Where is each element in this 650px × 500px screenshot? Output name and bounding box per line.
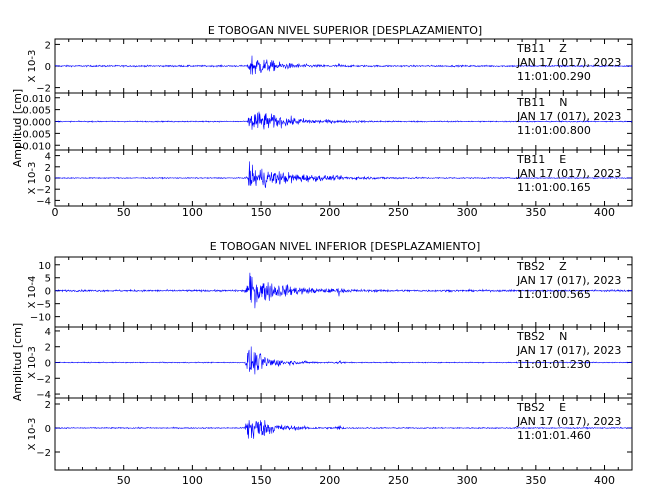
x-tick-label: 150 xyxy=(251,474,272,487)
x-tick-label: 250 xyxy=(388,206,409,219)
y-tick-label: 4 xyxy=(45,327,51,338)
y-tick-label: −4 xyxy=(36,390,51,401)
component-code: Z xyxy=(559,42,567,55)
y-tick-label: −0.005 xyxy=(14,129,51,140)
x-tick-label: 400 xyxy=(594,206,615,219)
station-label: TBS2 Z xyxy=(516,260,567,273)
y-tick-label: 0 xyxy=(45,424,51,435)
y-tick-label: 0.000 xyxy=(22,118,51,129)
date-label: JAN 17 (017), 2023 xyxy=(516,415,621,428)
station-code: TBS2 xyxy=(516,401,545,414)
y-tick-label: 0 xyxy=(45,174,51,185)
component-code: E xyxy=(559,153,566,166)
y-axis-label: Amplitud [cm] xyxy=(11,89,24,167)
y-tick-label: −0.010 xyxy=(14,141,51,152)
x-tick-label: 100 xyxy=(182,474,203,487)
y-tick-label: −4 xyxy=(36,196,51,207)
station-code: TBS2 xyxy=(516,260,545,273)
y-tick-label: 0 xyxy=(45,359,51,370)
y-tick-label: −2 xyxy=(36,374,51,385)
component-code: N xyxy=(559,96,567,109)
component-code: N xyxy=(559,330,567,343)
component-code: Z xyxy=(559,260,567,273)
date-label: JAN 17 (017), 2023 xyxy=(516,167,621,180)
station-code: TB11 xyxy=(516,153,545,166)
y-axis-label: Amplitud [cm] xyxy=(11,323,24,401)
date-label: JAN 17 (017), 2023 xyxy=(516,56,621,69)
time-label: 11:01:00.165 xyxy=(517,181,591,194)
date-label: JAN 17 (017), 2023 xyxy=(516,274,621,287)
y-tick-label: −10 xyxy=(30,313,51,324)
y-tick-label: −5 xyxy=(36,300,51,311)
unit-multiplier-label: X 10-3 xyxy=(27,50,38,83)
unit-multiplier-label: X 10-3 xyxy=(27,162,38,195)
chart-title: E TOBOGAN NIVEL SUPERIOR [DESPLAZAMIENTO… xyxy=(208,24,482,37)
station-label: TB11 N xyxy=(516,96,568,109)
station-code: TBS2 xyxy=(516,330,545,343)
time-label: 11:01:00.290 xyxy=(517,70,591,83)
time-label: 11:01:00.800 xyxy=(517,124,591,137)
station-label: TB11 E xyxy=(516,153,566,166)
station-label: TBS2 N xyxy=(516,330,567,343)
station-code: TB11 xyxy=(516,42,545,55)
station-code: TB11 xyxy=(516,96,545,109)
x-tick-label: 100 xyxy=(182,206,203,219)
component-code: E xyxy=(559,401,566,414)
y-tick-label: −2 xyxy=(36,84,51,95)
y-tick-label: −2 xyxy=(36,185,51,196)
x-tick-label: 0 xyxy=(52,206,59,219)
date-label: JAN 17 (017), 2023 xyxy=(516,344,621,357)
x-tick-label: 50 xyxy=(117,206,131,219)
y-tick-label: 0.010 xyxy=(22,94,51,105)
y-tick-label: 0 xyxy=(45,62,51,73)
y-tick-label: 0.005 xyxy=(22,106,51,117)
y-tick-label: 2 xyxy=(45,343,51,354)
x-tick-label: 50 xyxy=(117,474,131,487)
x-tick-label: 400 xyxy=(594,474,615,487)
unit-multiplier-label: X 10-3 xyxy=(27,346,38,379)
x-tick-label: 300 xyxy=(457,206,478,219)
waveform-trace xyxy=(54,55,633,75)
waveform-trace xyxy=(54,420,633,439)
x-tick-label: 350 xyxy=(525,474,546,487)
unit-multiplier-label: X 10-3 xyxy=(27,418,38,451)
y-tick-label: 4 xyxy=(45,152,51,163)
waveform-trace xyxy=(54,111,633,130)
time-label: 11:01:01.230 xyxy=(517,358,591,371)
y-tick-label: 2 xyxy=(45,163,51,174)
y-tick-label: −2 xyxy=(36,448,51,459)
y-tick-label: 10 xyxy=(38,261,51,272)
y-tick-label: 2 xyxy=(45,400,51,411)
station-label: TBS2 E xyxy=(516,401,566,414)
time-label: 11:01:00.565 xyxy=(517,288,591,301)
x-tick-label: 200 xyxy=(319,474,340,487)
unit-multiplier-label: X 10-4 xyxy=(27,276,38,309)
waveform-trace xyxy=(54,346,632,375)
y-tick-label: 5 xyxy=(45,274,51,285)
time-label: 11:01:01.460 xyxy=(517,429,591,442)
x-tick-label: 250 xyxy=(388,474,409,487)
x-tick-label: 200 xyxy=(319,206,340,219)
station-label: TB11 Z xyxy=(516,42,567,55)
x-tick-label: 150 xyxy=(251,206,272,219)
waveform-trace xyxy=(54,272,633,309)
x-tick-label: 350 xyxy=(525,206,546,219)
x-tick-label: 300 xyxy=(457,474,478,487)
chart-title: E TOBOGAN NIVEL INFERIOR [DESPLAZAMIENTO… xyxy=(210,240,481,253)
y-tick-label: 0 xyxy=(45,287,51,298)
y-tick-label: 2 xyxy=(45,40,51,51)
date-label: JAN 17 (017), 2023 xyxy=(516,110,621,123)
waveform-trace xyxy=(54,161,633,188)
